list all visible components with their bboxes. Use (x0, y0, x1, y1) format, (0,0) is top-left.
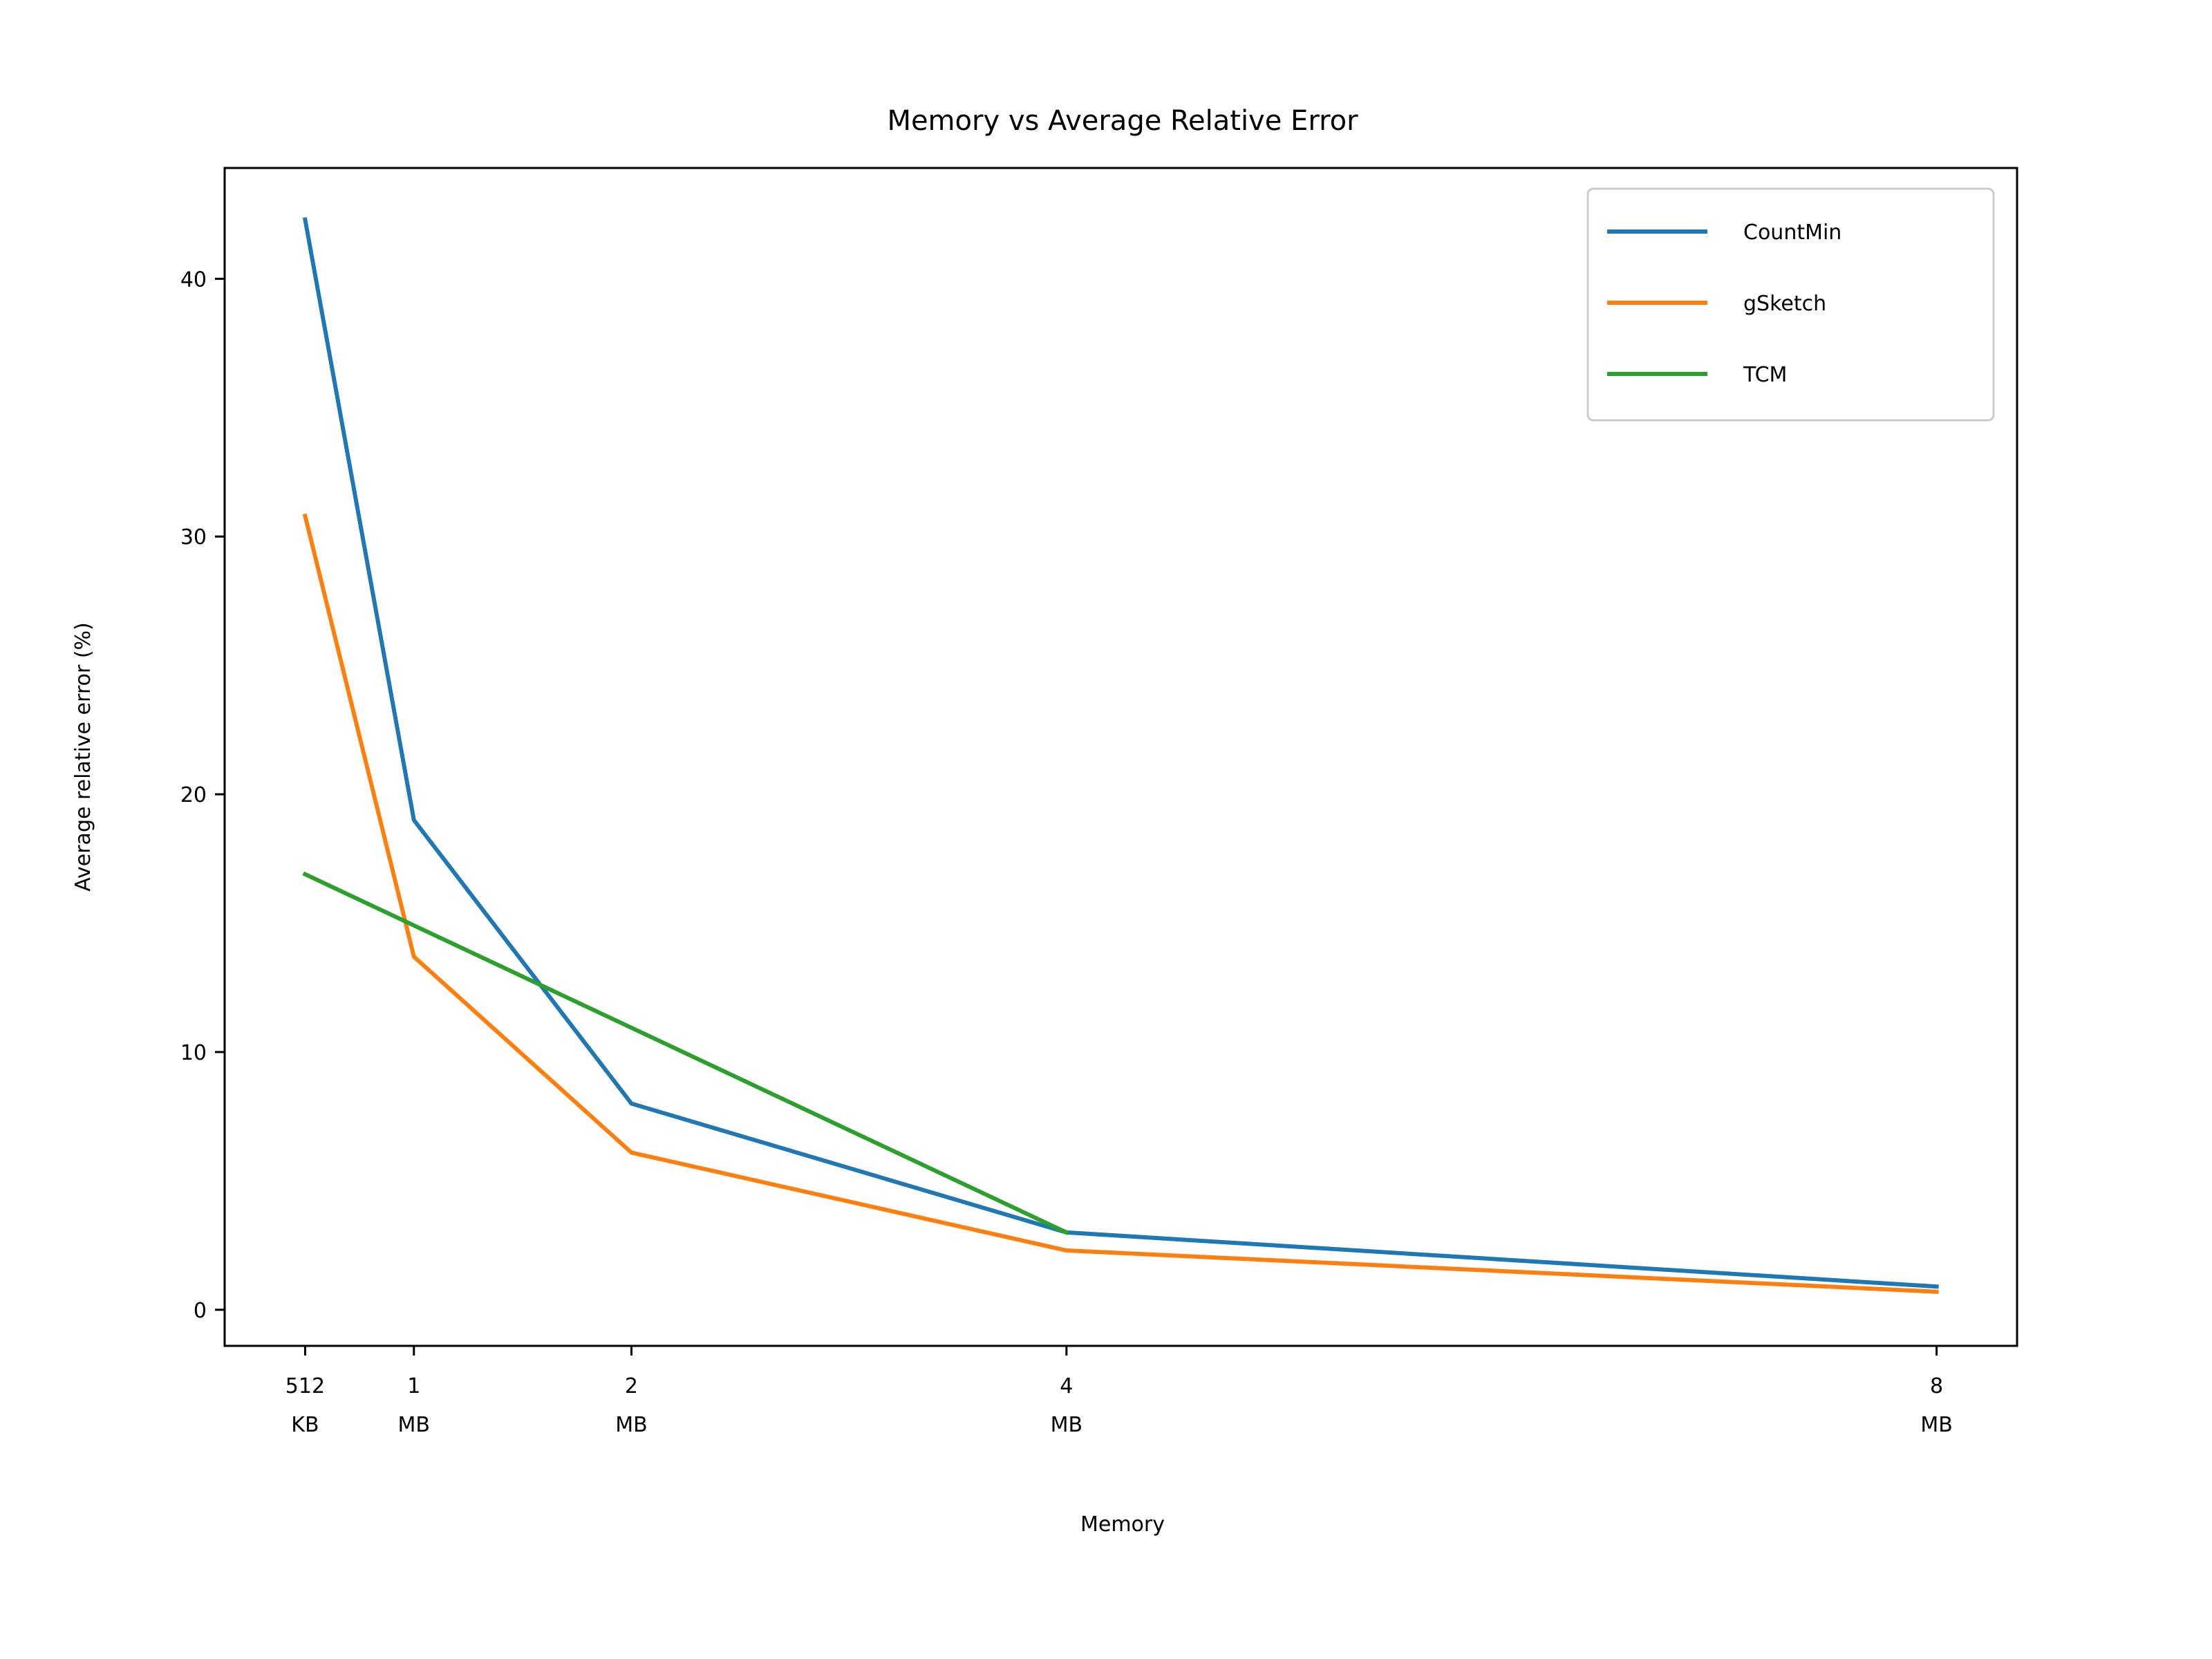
x-tick-label: 8 (1930, 1374, 1943, 1398)
y-axis: 0 10 20 30 40 (180, 268, 225, 1323)
legend-box (1586, 187, 1995, 422)
y-tick-label: 30 (180, 525, 207, 550)
y-tick-label: 20 (180, 783, 207, 807)
x-tick-label: MB (1051, 1413, 1082, 1437)
series-line-gsketch (302, 513, 1939, 1294)
x-tick-label: MB (615, 1413, 647, 1437)
series-layer (302, 217, 1939, 1294)
plot-frame (223, 167, 2018, 1347)
x-axis-label: Memory (1080, 1512, 1165, 1537)
y-tick-label: 40 (180, 268, 207, 292)
legend-label-gsketch: gSketch (1743, 292, 1826, 316)
y-tick-label: 0 (194, 1299, 207, 1323)
x-tick-label: 1 (407, 1374, 420, 1398)
legend-items: CountMin gSketch TCM (1607, 221, 1841, 387)
legend-label-countmin: CountMin (1743, 221, 1841, 245)
x-tick-label: 4 (1060, 1374, 1073, 1398)
y-axis-label: Average relative error (%) (71, 622, 95, 892)
chart-title: Memory vs Average Relative Error (887, 105, 1358, 137)
x-axis: 512 KB 1 MB 2 MB 4 MB 8 MB (285, 1346, 1953, 1437)
series-line-tcm (302, 871, 1069, 1235)
series-line-countmin (302, 217, 1939, 1289)
legend: CountMin gSketch TCM (1586, 187, 1995, 422)
x-tick-label: 512 (285, 1374, 325, 1398)
legend-label-tcm: TCM (1743, 363, 1787, 387)
x-tick-label: MB (1920, 1413, 1952, 1437)
y-tick-label: 10 (180, 1041, 207, 1065)
x-tick-label: KB (291, 1413, 319, 1437)
x-tick-label: 2 (625, 1374, 638, 1398)
x-tick-label: MB (398, 1413, 430, 1437)
